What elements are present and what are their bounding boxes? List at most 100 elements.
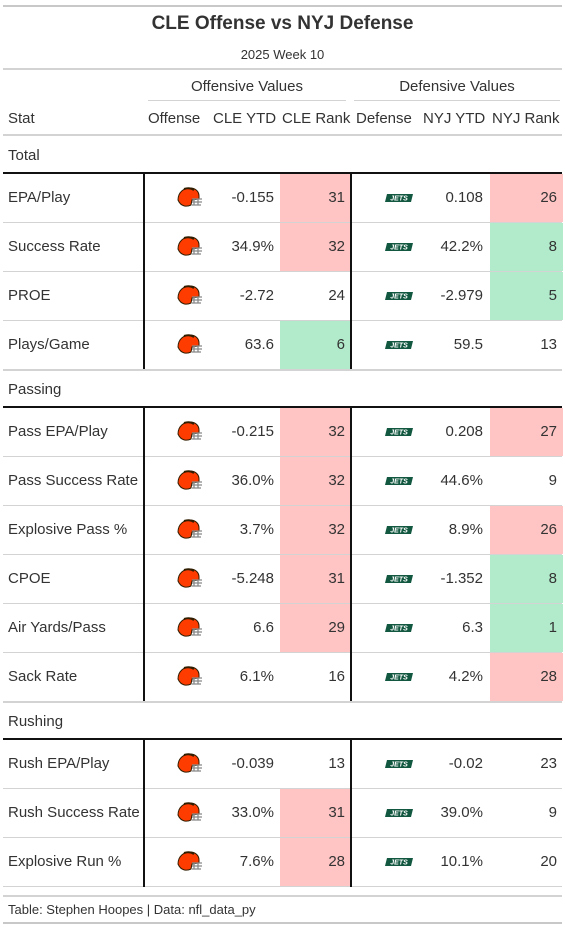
browns-helmet-icon [177, 851, 202, 871]
def-rank-highlight [490, 223, 563, 271]
offense-ytd-value: 33.0% [231, 804, 274, 821]
browns-helmet-icon [177, 334, 202, 354]
defense-rank-value: 8 [548, 570, 557, 587]
offense-rank-value: 29 [328, 619, 345, 636]
offense-ytd-value: 7.6% [239, 853, 274, 870]
browns-helmet-icon [177, 617, 202, 637]
stat-name: Explosive Run % [8, 853, 122, 870]
browns-helmet-icon [177, 421, 202, 441]
defense-ytd-value: 0.108 [445, 189, 483, 206]
group-bottom-rule [3, 369, 562, 371]
stat-name: EPA/Play [8, 189, 71, 206]
group-label-total: Total [8, 147, 40, 164]
offense-logo [171, 740, 207, 788]
defense-rank-value: 13 [540, 336, 557, 353]
offense-logo [171, 838, 207, 886]
offense-rank-value: 32 [328, 238, 345, 255]
svg-text:JETS: JETS [390, 294, 408, 301]
col-header-off-ytd: CLE YTD [213, 110, 277, 127]
col-header-offense: Offense [148, 110, 201, 127]
jets-logo-icon: JETS [385, 341, 413, 350]
defense-ytd-value: 44.6% [440, 472, 483, 489]
table-title: CLE Offense vs NYJ Defense [151, 13, 414, 34]
table-row: Pass EPA/Play -0.215 32 JETS 0.208 27 [3, 408, 563, 457]
defense-divider [350, 740, 352, 887]
table-row: Pass Success Rate 36.0% 32 JETS 44.6% 9 [3, 457, 562, 506]
defense-logo: JETS [379, 555, 419, 603]
defense-spanner: Defensive Values [399, 78, 515, 95]
defense-ytd-value: 42.2% [440, 238, 483, 255]
browns-helmet-icon [177, 753, 202, 773]
off-rank-highlight [280, 838, 351, 886]
defense-ytd-value: 59.5 [453, 336, 483, 353]
def-rank-highlight [490, 174, 563, 222]
defense-logo: JETS [379, 321, 419, 369]
svg-text:JETS: JETS [390, 343, 408, 350]
offense-logo [171, 555, 207, 603]
defense-logo: JETS [379, 838, 419, 886]
svg-text:JETS: JETS [390, 430, 408, 437]
offense-logo [171, 223, 207, 271]
jets-logo-icon: JETS [385, 194, 413, 203]
offense-rank-value: 28 [328, 853, 345, 870]
def-rank-highlight [490, 506, 563, 554]
offense-rank-value: 31 [328, 570, 345, 587]
browns-helmet-icon [177, 519, 202, 539]
svg-text:JETS: JETS [390, 762, 408, 769]
jets-logo-icon: JETS [385, 760, 413, 769]
table-row: CPOE -5.248 31 JETS -1.352 8 [3, 555, 563, 604]
defense-rank-value: 9 [548, 472, 557, 489]
svg-text:JETS: JETS [390, 577, 408, 584]
offense-rank-value: 24 [328, 287, 345, 304]
offense-rank-value: 32 [328, 472, 345, 489]
jets-logo-icon: JETS [385, 292, 413, 301]
group-divider [3, 172, 562, 174]
group-divider [3, 406, 562, 408]
defense-ytd-value: 39.0% [440, 804, 483, 821]
defense-rank-value: 1 [548, 619, 557, 636]
defense-rank-value: 5 [548, 287, 557, 304]
offense-divider [143, 408, 145, 702]
defense-logo: JETS [379, 174, 419, 222]
table-row: Rush EPA/Play -0.039 13 JETS -0.02 23 [3, 740, 562, 789]
offense-logo [171, 408, 207, 456]
svg-text:JETS: JETS [390, 196, 408, 203]
stat-name: Explosive Pass % [8, 521, 128, 538]
offense-ytd-value: 3.7% [239, 521, 274, 538]
offense-ytd-value: -0.155 [231, 189, 274, 206]
offense-logo [171, 789, 207, 837]
col-header-def-rank: NYJ Rank [492, 110, 560, 127]
defense-divider [350, 408, 352, 702]
offense-ytd-value: -0.039 [231, 755, 274, 772]
table-row: Explosive Pass % 3.7% 32 JETS 8.9% 26 [3, 506, 563, 555]
defense-rank-value: 20 [540, 853, 557, 870]
defense-spanner-line [354, 100, 560, 101]
offense-logo [171, 321, 207, 369]
browns-helmet-icon [177, 236, 202, 256]
svg-text:JETS: JETS [390, 528, 408, 535]
jets-logo-icon: JETS [385, 858, 413, 867]
off-rank-highlight [280, 408, 351, 456]
group-divider [3, 738, 562, 740]
group-bottom-rule [3, 701, 562, 703]
offense-spanner-line [148, 100, 346, 101]
stat-name: Plays/Game [8, 336, 90, 353]
jets-logo-icon: JETS [385, 526, 413, 535]
defense-rank-value: 8 [548, 238, 557, 255]
header-rule [3, 68, 562, 70]
defense-logo: JETS [379, 604, 419, 652]
defense-rank-value: 27 [540, 423, 557, 440]
defense-ytd-value: -0.02 [448, 755, 483, 772]
jets-logo-icon: JETS [385, 809, 413, 818]
off-rank-highlight [280, 174, 351, 222]
col-header-def-ytd: NYJ YTD [423, 110, 486, 127]
table-row: Success Rate 34.9% 32 JETS 42.2% 8 [3, 223, 563, 272]
offense-ytd-value: -5.248 [231, 570, 274, 587]
stat-name: PROE [8, 287, 51, 304]
stat-name: Pass EPA/Play [8, 423, 108, 440]
offense-spanner: Offensive Values [190, 78, 303, 95]
offense-logo [171, 506, 207, 554]
col-header-stat: Stat [8, 110, 35, 127]
defense-logo: JETS [379, 272, 419, 320]
svg-text:JETS: JETS [390, 626, 408, 633]
